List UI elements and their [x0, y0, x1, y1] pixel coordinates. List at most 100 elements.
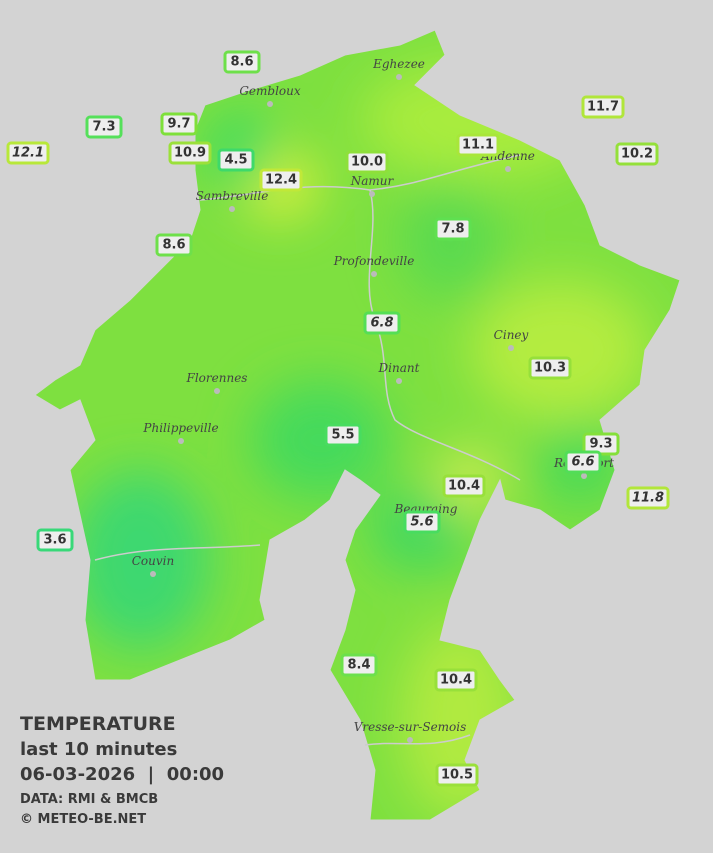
station-box: [340, 653, 378, 677]
town-dot: [505, 166, 511, 172]
station-box: [6, 141, 50, 165]
station: 11.7: [581, 95, 625, 119]
station: 10.2: [615, 142, 659, 166]
station: 10.5: [435, 763, 479, 787]
station: 12.1: [6, 141, 50, 165]
station-value: 12.1: [12, 146, 44, 161]
station-box: [434, 217, 472, 241]
station-value: 10.4: [440, 673, 472, 688]
town-label: Florennes: [186, 371, 248, 385]
station-box: [434, 668, 478, 692]
town-dot: [396, 378, 402, 384]
station: 5.6: [403, 510, 441, 534]
station-value: 3.6: [43, 533, 66, 548]
town-dot: [369, 191, 375, 197]
town-dot: [371, 271, 377, 277]
town-label: Couvin: [132, 554, 174, 568]
station-box: [363, 311, 401, 335]
station: 10.4: [434, 668, 478, 692]
station-box: [160, 112, 198, 136]
station-box: [456, 133, 500, 157]
town-label: Eghezee: [372, 57, 425, 71]
town-label: Philippeville: [142, 421, 218, 435]
station-value: 10.2: [621, 147, 653, 162]
legend: TEMPERATURE last 10 minutes 06-03-2026 |…: [20, 713, 224, 827]
station-box: [435, 763, 479, 787]
station-value: 6.6: [571, 455, 594, 470]
station-value: 9.3: [589, 437, 612, 452]
station-box: [581, 95, 625, 119]
station-box: [324, 423, 362, 447]
town-dot: [214, 388, 220, 394]
river: [94, 544, 261, 561]
station-value: 6.8: [370, 316, 393, 331]
town-dot: [178, 438, 184, 444]
station-value: 11.7: [587, 100, 619, 115]
legend-period: last 10 minutes: [20, 739, 177, 760]
station: 4.5: [217, 148, 255, 172]
station: 10.4: [442, 474, 486, 498]
station-box: [259, 168, 303, 192]
legend-title: TEMPERATURE: [20, 713, 176, 735]
station-value: 7.3: [92, 120, 115, 135]
station-box: [168, 141, 212, 165]
station: 8.6: [223, 50, 261, 74]
town-dot: [150, 571, 156, 577]
station: 7.8: [434, 217, 472, 241]
station-value: 10.9: [174, 146, 206, 161]
station-value: 10.0: [351, 155, 383, 170]
river: [364, 734, 471, 746]
legend-source: DATA: RMI & BMCB: [20, 792, 158, 807]
town-label: Sambreville: [196, 189, 269, 203]
station: 7.3: [85, 115, 123, 139]
town-label: Vresse-sur-Semois: [354, 720, 467, 734]
station-value: 10.5: [441, 768, 473, 783]
station-box: [155, 233, 193, 257]
station: 6.6: [564, 450, 602, 474]
station: 10.9: [168, 141, 212, 165]
legend-copyright: © METEO-BE.NET: [20, 812, 146, 827]
station: 12.4: [259, 168, 303, 192]
stations: 8.6 7.3 9.7 12.1 10.9 4.5 12.4 10.0 11.1 11.7 10.2…: [6, 50, 670, 787]
station-box: [36, 528, 74, 552]
town-label: Gembloux: [239, 84, 301, 98]
station: 9.7: [160, 112, 198, 136]
town-dot: [267, 101, 273, 107]
town-dot: [396, 74, 402, 80]
station-value: 10.4: [448, 479, 480, 494]
station-value: 7.8: [441, 222, 464, 237]
station: 11.1: [456, 133, 500, 157]
station-box: [564, 450, 602, 474]
town-dot: [407, 737, 413, 743]
river: [199, 154, 521, 201]
station-value: 5.5: [331, 428, 354, 443]
station: 11.8: [626, 486, 670, 510]
station-value: 5.6: [410, 515, 433, 530]
station-box: [345, 150, 389, 174]
station-value: 10.3: [534, 361, 566, 376]
station: 6.8: [363, 311, 401, 335]
station-value: 8.6: [230, 55, 253, 70]
towns: EghezeeGemblouxAndenneNamurSambrevillePr…: [132, 57, 614, 743]
river: [368, 189, 521, 481]
town-label: Namur: [350, 174, 395, 188]
station: 10.0: [345, 150, 389, 174]
station: 3.6: [36, 528, 74, 552]
station: 10.3: [528, 356, 572, 380]
station-value: 12.4: [265, 173, 297, 188]
town-dot: [229, 206, 235, 212]
station-box: [626, 486, 670, 510]
station-value: 9.7: [167, 117, 190, 132]
station: 8.6: [155, 233, 193, 257]
station: 8.4: [340, 653, 378, 677]
station: 5.5: [324, 423, 362, 447]
legend-datetime: 06-03-2026 | 00:00: [20, 764, 224, 785]
town-label: Dinant: [378, 361, 420, 375]
station-value: 8.4: [347, 658, 370, 673]
town-dot: [581, 473, 587, 479]
station-box: [223, 50, 261, 74]
station-box: [217, 148, 255, 172]
station-box: [403, 510, 441, 534]
station-box: [442, 474, 486, 498]
